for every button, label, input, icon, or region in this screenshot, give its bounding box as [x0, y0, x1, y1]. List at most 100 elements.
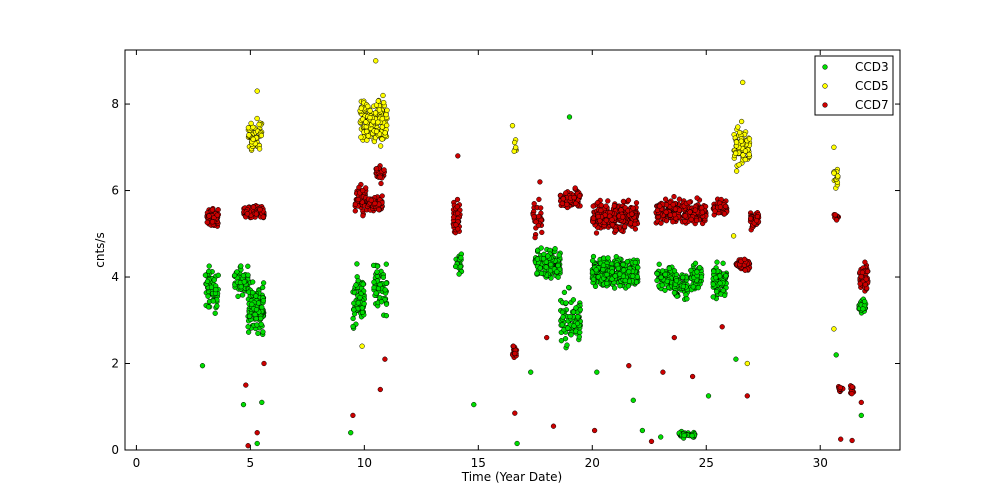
point-ccd5	[382, 130, 388, 136]
point-ccd3	[664, 278, 670, 285]
point-ccd7	[360, 187, 366, 194]
point-ccd3	[538, 245, 544, 251]
point-ccd7	[244, 211, 251, 217]
point-ccd5	[738, 118, 745, 125]
x-tick-label: 25	[699, 456, 714, 470]
point-ccd3	[593, 267, 599, 273]
point-ccd7	[620, 198, 627, 205]
point-ccd3	[717, 280, 723, 286]
point-ccd3	[205, 293, 211, 299]
point-ccd5	[370, 119, 376, 125]
point-ccd7	[618, 207, 624, 213]
point-ccd7	[564, 201, 570, 208]
point-ccd5	[513, 144, 519, 151]
point-ccd3	[556, 252, 562, 258]
point-ccd7	[625, 197, 632, 203]
point-ccd3	[574, 320, 581, 327]
y-tick-label: 2	[111, 357, 119, 371]
point-ccd3	[621, 267, 627, 273]
point-ccd7	[450, 214, 457, 220]
point-ccd3	[615, 265, 621, 272]
point-ccd7	[721, 211, 728, 217]
point-ccd3	[684, 296, 690, 302]
point-ccd7	[699, 209, 706, 215]
point-ccd7	[689, 373, 696, 380]
point-ccd3	[543, 264, 549, 270]
point-ccd7	[254, 430, 260, 436]
point-ccd3	[351, 307, 357, 313]
point-ccd3	[624, 258, 630, 265]
point-ccd3	[560, 314, 566, 320]
point-ccd5	[831, 326, 837, 332]
point-ccd7	[832, 212, 838, 218]
point-ccd3	[357, 294, 363, 301]
point-ccd3	[548, 261, 554, 268]
point-ccd7	[741, 256, 748, 262]
point-ccd3	[383, 313, 390, 319]
point-ccd3	[592, 283, 599, 290]
point-ccd3	[555, 262, 561, 269]
point-ccd3	[458, 255, 464, 261]
point-ccd7	[377, 386, 383, 393]
point-ccd7	[539, 229, 545, 236]
point-ccd5	[733, 139, 740, 145]
point-ccd3	[577, 307, 583, 313]
point-ccd7	[260, 214, 266, 220]
data-points	[199, 58, 871, 449]
point-ccd7	[454, 196, 461, 203]
point-ccd7	[648, 438, 655, 445]
point-ccd3	[723, 273, 729, 279]
point-ccd7	[663, 209, 669, 215]
legend-marker-ccd7	[822, 102, 828, 108]
point-ccd3	[260, 329, 266, 335]
point-ccd7	[559, 200, 565, 207]
point-ccd3	[559, 322, 565, 328]
point-ccd7	[377, 174, 383, 180]
point-ccd7	[453, 222, 459, 228]
point-ccd3	[658, 274, 664, 281]
point-ccd7	[536, 213, 542, 220]
point-ccd5	[250, 136, 256, 142]
point-ccd3	[212, 310, 218, 316]
point-ccd3	[238, 284, 244, 290]
x-tick-label: 15	[471, 456, 486, 470]
point-ccd5	[384, 107, 390, 113]
point-ccd5	[733, 150, 739, 156]
legend-label-ccd7: CCD7	[855, 98, 889, 112]
point-ccd7	[593, 230, 600, 236]
point-ccd7	[253, 211, 259, 217]
point-ccd3	[374, 269, 380, 275]
point-ccd7	[454, 204, 460, 210]
point-ccd3	[253, 293, 259, 299]
point-ccd5	[379, 116, 385, 122]
point-ccd3	[722, 292, 728, 299]
point-ccd3	[457, 264, 464, 270]
point-ccd5	[256, 146, 263, 152]
point-ccd5	[738, 138, 744, 144]
point-ccd3	[559, 309, 566, 315]
point-ccd7	[694, 195, 700, 201]
point-ccd7	[682, 213, 688, 219]
point-ccd7	[372, 200, 378, 207]
point-ccd3	[609, 269, 615, 275]
point-ccd7	[355, 196, 361, 203]
point-ccd3	[577, 329, 583, 336]
point-ccd5	[258, 132, 265, 139]
point-ccd7	[245, 443, 251, 449]
point-ccd3	[538, 270, 545, 277]
point-ccd7	[693, 217, 700, 224]
point-ccd7	[667, 212, 674, 218]
point-ccd3	[258, 315, 264, 322]
point-ccd5	[245, 125, 252, 131]
point-ccd3	[634, 274, 641, 280]
point-ccd3	[210, 298, 216, 304]
point-ccd7	[833, 217, 840, 223]
point-ccd7	[595, 199, 601, 206]
point-ccd3	[590, 276, 597, 282]
point-ccd7	[598, 207, 604, 214]
point-ccd3	[355, 300, 361, 306]
point-ccd3	[241, 279, 247, 285]
x-tick-label: 10	[357, 456, 372, 470]
point-ccd3	[260, 284, 266, 291]
point-ccd5	[367, 114, 373, 121]
